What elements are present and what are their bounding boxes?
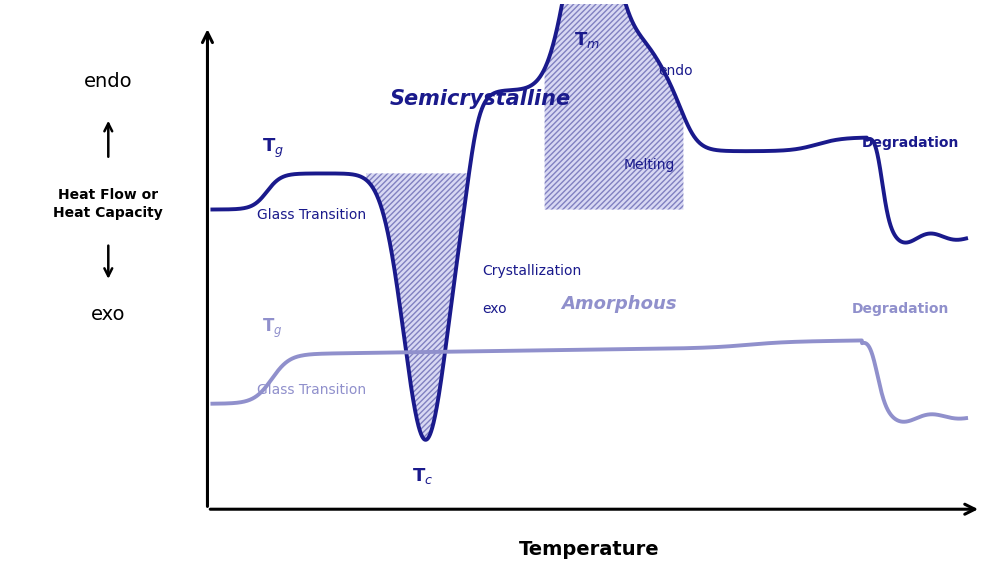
- Text: Degradation: Degradation: [862, 136, 959, 150]
- Text: T$_m$: T$_m$: [574, 31, 600, 50]
- Text: exo: exo: [91, 306, 126, 324]
- Text: Semicrystalline: Semicrystalline: [390, 89, 571, 108]
- Text: endo: endo: [84, 72, 133, 92]
- Text: Glass Transition: Glass Transition: [257, 208, 366, 222]
- Text: exo: exo: [482, 302, 507, 316]
- Text: T$_g$: T$_g$: [262, 317, 282, 340]
- Text: Temperature: Temperature: [519, 540, 660, 559]
- Text: T$_c$: T$_c$: [412, 466, 433, 486]
- Text: Melting: Melting: [624, 158, 675, 172]
- Text: Degradation: Degradation: [852, 302, 949, 316]
- Text: Amorphous: Amorphous: [561, 295, 677, 313]
- Text: Crystallization: Crystallization: [482, 263, 581, 277]
- Text: Glass Transition: Glass Transition: [257, 383, 366, 397]
- Text: endo: endo: [659, 64, 693, 78]
- Text: Heat Flow or
Heat Capacity: Heat Flow or Heat Capacity: [53, 188, 163, 220]
- Text: T$_g$: T$_g$: [262, 136, 284, 159]
